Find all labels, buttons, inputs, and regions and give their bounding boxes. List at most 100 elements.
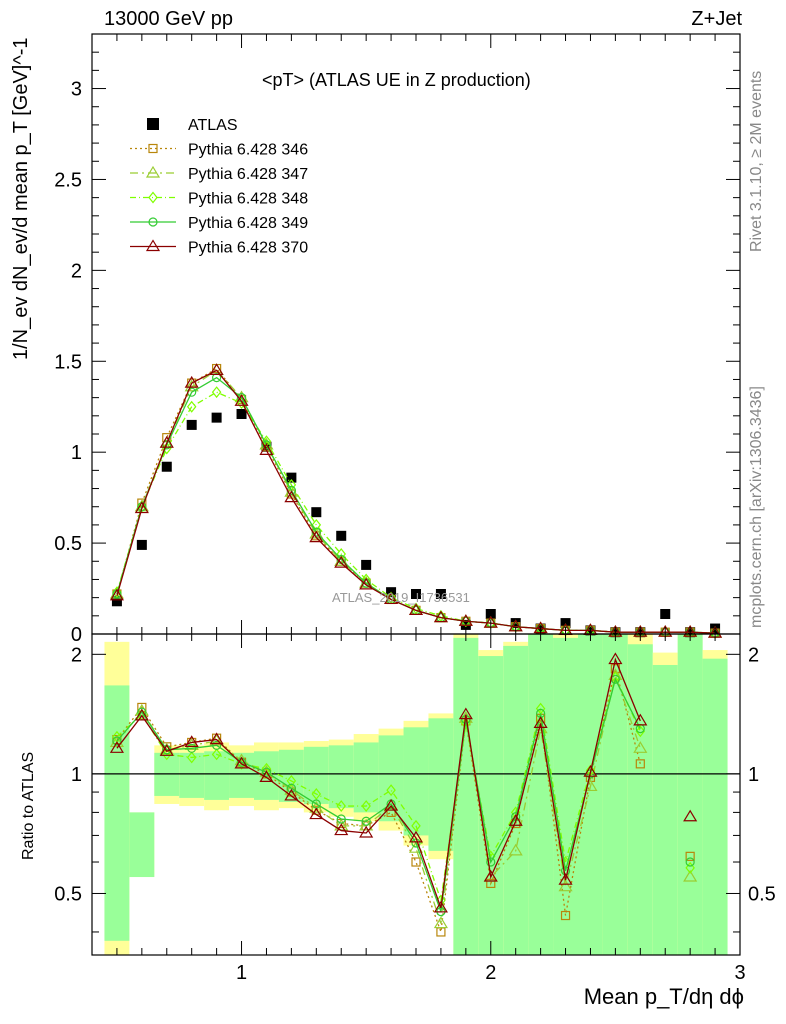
ratio-band-inner <box>528 634 554 955</box>
main-point-data <box>435 589 446 599</box>
main-point-data <box>286 472 297 483</box>
legend-item-data: ATLAS <box>147 117 238 134</box>
main-point-s370 <box>359 577 374 590</box>
main-point-s349 <box>261 440 272 450</box>
main-point-s370 <box>209 363 224 375</box>
main-point-s370 <box>159 435 174 448</box>
main-point-s370 <box>259 443 274 455</box>
ratio-band-inner <box>428 718 454 851</box>
ratio-point-s370 <box>109 741 124 753</box>
ratio-line-s370 <box>116 657 641 909</box>
ratio-point-s347 <box>558 879 573 892</box>
ratio-y-tick-label: 2 <box>71 644 82 666</box>
ratio-point-s346 <box>635 759 645 769</box>
process-label: Z+Jet <box>691 8 742 30</box>
ratio-band-inner <box>179 752 205 798</box>
main-point-data <box>485 609 496 619</box>
energy-label: 13000 GeV pp <box>104 8 233 30</box>
chart-title: <pT> (ATLAS UE in Z production) <box>262 70 531 90</box>
ratio-point-s348 <box>461 717 471 730</box>
y-tick-label: 1.5 <box>54 351 82 373</box>
y-tick-label: 0.5 <box>54 533 82 555</box>
main-point-s370 <box>334 555 349 568</box>
ratio-point-s370 <box>234 756 249 769</box>
main-point-data <box>161 461 172 472</box>
ratio-point-s348 <box>635 725 646 738</box>
legend-item-s370: Pythia 6.428 370 <box>130 239 308 257</box>
legend-marker <box>148 191 158 204</box>
ratio-y-tick-label-right: 0.5 <box>748 883 776 905</box>
ratio-y-tick-label-right: 1 <box>748 764 759 786</box>
ratio-point-s347 <box>433 916 448 929</box>
legend-marker <box>148 143 158 154</box>
ratio-uncertainty-bands <box>104 634 728 955</box>
ratio-point-s348 <box>685 861 695 874</box>
ratio-line-s347 <box>116 673 641 924</box>
ratio-band-inner <box>677 634 703 955</box>
ratio-point-s370 <box>633 713 648 726</box>
x-tick-label: 2 <box>485 962 496 984</box>
ratio-y-tick-label: 0.5 <box>54 883 82 905</box>
y-tick-label: 2.5 <box>54 169 82 191</box>
legend-label: Pythia 6.428 370 <box>188 240 308 257</box>
legend-item-s348: Pythia 6.428 348 <box>130 191 308 208</box>
main-point-data <box>211 412 222 423</box>
ratio-band-inner <box>104 685 130 941</box>
legend-label: Pythia 6.428 348 <box>188 191 308 208</box>
legend-label: Pythia 6.428 346 <box>188 142 308 159</box>
x-tick-label: 1 <box>236 962 247 984</box>
ratio-point-s370 <box>683 809 698 822</box>
main-point-s370 <box>309 530 324 543</box>
main-point-s370 <box>458 614 473 626</box>
ratio-point-s370 <box>134 708 149 721</box>
ratio-point-s349 <box>286 783 296 793</box>
main-point-data <box>111 596 122 607</box>
ratio-band-inner <box>553 637 578 955</box>
legend-item-s347: Pythia 6.428 347 <box>130 165 308 183</box>
ratio-band-inner <box>702 658 728 955</box>
main-point-data <box>361 559 372 570</box>
ratio-y-tick-label: 1 <box>71 764 82 786</box>
main-point-data <box>236 409 247 419</box>
legend-label: Pythia 6.428 349 <box>188 215 308 232</box>
ratio-line-s349 <box>116 677 641 912</box>
main-point-s370 <box>284 490 299 503</box>
ratio-point-s346 <box>560 910 571 921</box>
ratio-point-s349 <box>112 736 122 746</box>
ratio-band-inner <box>129 812 155 878</box>
ratio-point-s349 <box>685 857 695 867</box>
ratio-point-s347 <box>109 735 124 748</box>
ratio-point-s348 <box>286 774 297 787</box>
ratio-line-s346 <box>116 668 641 933</box>
legend-marker <box>145 165 161 178</box>
ratio-point-s370 <box>384 798 399 811</box>
main-point-data <box>336 530 347 541</box>
ratio-point-s370 <box>209 732 224 745</box>
main-y-axis-label: 1/N_ev dN_ev/d mean p_T [GeV]^-1 <box>10 37 32 360</box>
ratio-point-s346 <box>411 857 421 867</box>
main-point-data <box>411 589 421 599</box>
ratio-point-s370 <box>309 807 324 820</box>
main-point-s370 <box>109 588 124 601</box>
axis-ticks: 1 2 3 0 0.5 1 1.5 2 2.5 3 0.5 0.5 1 1 2 2 <box>54 34 776 984</box>
ratio-point-s370 <box>583 765 598 777</box>
main-point-s370 <box>184 375 199 388</box>
main-point-s348 <box>311 518 322 531</box>
ratio-band-inner <box>602 634 628 955</box>
y-tick-label: 1 <box>71 442 82 464</box>
ratio-point-s347 <box>508 843 523 856</box>
ratio-point-s370 <box>433 900 448 913</box>
main-point-s370 <box>433 610 448 623</box>
ratio-y-axis-label: Ratio to ATLAS <box>20 751 37 860</box>
main-point-s370 <box>234 394 249 406</box>
legend-item-s349: Pythia 6.428 349 <box>130 215 308 232</box>
ratio-band-inner <box>303 746 329 804</box>
ratio-point-s370 <box>608 652 623 665</box>
main-point-s349 <box>212 373 222 383</box>
ratio-point-s347 <box>284 782 299 795</box>
ratio-point-s348 <box>211 748 222 761</box>
main-point-s348 <box>211 386 222 399</box>
ratio-point-s347 <box>683 869 698 882</box>
mcplots-label: mcplots.cern.ch [arXiv:1306.3436] <box>748 386 765 628</box>
legend-label: ATLAS <box>188 117 238 134</box>
